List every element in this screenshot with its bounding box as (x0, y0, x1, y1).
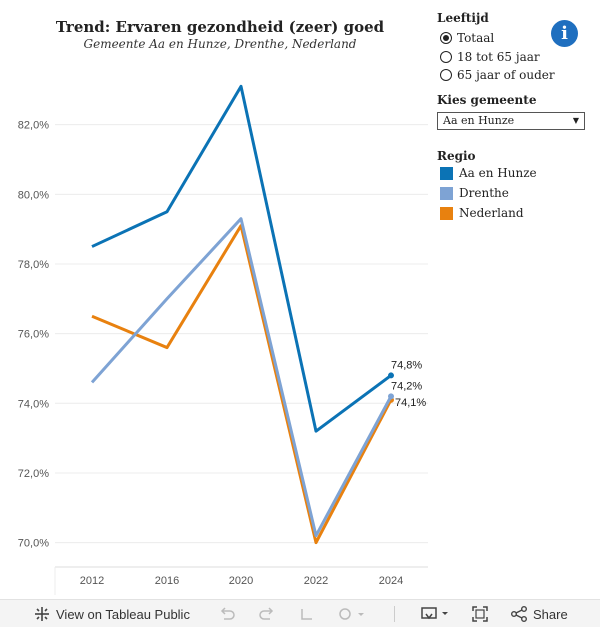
municipality-dropdown[interactable]: Aa en Hunze ▼ (437, 112, 585, 130)
data-label-end: 74,1% (395, 397, 426, 409)
y-tick-label: 70,0% (18, 538, 49, 550)
dropdown-arrow-icon: ▼ (572, 116, 579, 125)
legend-item-aa-en-hunze[interactable]: Aa en Hunze (440, 165, 537, 181)
x-tick-label: 2024 (379, 575, 403, 587)
series-line-aa-en-hunze (91, 84, 392, 433)
age-filter-heading: Leeftijd (437, 11, 489, 25)
age-option-totaal[interactable]: Totaal (440, 30, 494, 46)
revert-button[interactable] (298, 600, 316, 628)
age-option-65-plus[interactable]: 65 jaar of ouder (440, 67, 555, 83)
age-option-label: 18 tot 65 jaar (457, 50, 540, 64)
y-tick-label: 72,0% (18, 468, 49, 480)
fullscreen-button[interactable] (471, 600, 489, 628)
undo-icon (220, 607, 235, 620)
refresh-button[interactable] (336, 600, 366, 628)
legend-heading: Regio (437, 149, 476, 163)
tableau-toolbar: View on Tableau Public Share (0, 599, 600, 627)
chart-title: Trend: Ervaren gezondheid (zeer) goed (55, 18, 385, 36)
tableau-logo-icon (35, 607, 49, 621)
refresh-icon (339, 608, 364, 620)
legend-label: Drenthe (459, 186, 509, 200)
y-tick-label: 80,0% (18, 189, 49, 201)
info-icon[interactable]: i (551, 20, 578, 47)
x-tick-label: 2020 (229, 575, 253, 587)
radio-unselected-icon (440, 69, 452, 81)
age-option-18-65[interactable]: 18 tot 65 jaar (440, 49, 540, 65)
download-icon (421, 607, 448, 620)
data-label-end: 74,8% (391, 359, 422, 371)
view-on-tableau-label: View on Tableau Public (56, 606, 190, 622)
fullscreen-icon (472, 606, 488, 622)
x-tick-label: 2012 (80, 575, 104, 587)
legend-item-drenthe[interactable]: Drenthe (440, 185, 509, 201)
radio-unselected-icon (440, 51, 452, 63)
legend-swatch (440, 186, 453, 200)
data-label-end: 74,2% (391, 380, 422, 392)
legend-swatch (440, 166, 453, 180)
x-tick-label: 2016 (155, 575, 179, 587)
legend-label: Nederland (459, 206, 524, 220)
series-line-drenthe (90, 217, 393, 538)
legend-item-nederland[interactable]: Nederland (440, 205, 524, 221)
chart-subtitle: Gemeente Aa en Hunze, Drenthe, Nederland (83, 37, 357, 51)
redo-button[interactable] (258, 600, 276, 628)
municipality-selected-value: Aa en Hunze (443, 114, 515, 127)
legend-label: Aa en Hunze (459, 166, 537, 180)
share-button[interactable]: Share (510, 600, 568, 628)
age-option-label: 65 jaar of ouder (457, 68, 555, 82)
legend-swatch (440, 206, 453, 220)
end-point-marker (388, 393, 394, 400)
download-button[interactable] (420, 600, 452, 628)
y-tick-label: 74,0% (18, 398, 49, 410)
share-label: Share (533, 606, 568, 622)
view-on-tableau-button[interactable]: View on Tableau Public (33, 600, 190, 628)
end-point-marker (388, 372, 394, 379)
redo-icon (259, 607, 274, 620)
age-option-label: Totaal (457, 31, 495, 45)
municipality-filter-heading: Kies gemeente (437, 93, 537, 107)
radio-selected-icon (440, 32, 452, 44)
y-tick-label: 78,0% (18, 259, 49, 271)
y-tick-label: 76,0% (18, 329, 49, 341)
undo-button[interactable] (218, 600, 236, 628)
share-icon (511, 606, 527, 622)
toolbar-divider (394, 606, 395, 622)
line-chart: 70,0% 72,0% 74,0% 76,0% 78,0% 80,0% 82,0% 2012 2… (18, 84, 428, 595)
revert-icon (301, 609, 312, 620)
series-line-nederland (91, 224, 393, 545)
y-tick-label: 82,0% (18, 120, 49, 132)
x-tick-label: 2022 (304, 575, 328, 587)
